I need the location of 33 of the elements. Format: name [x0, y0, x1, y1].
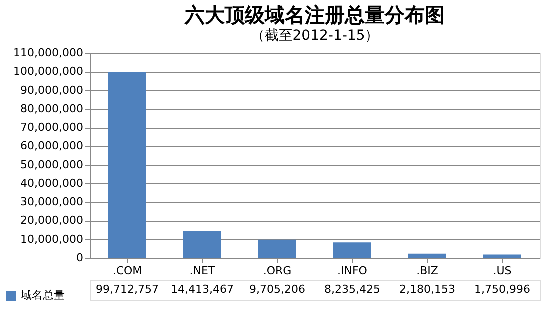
legend-label: 域名总量	[20, 289, 65, 302]
x-tick-label: .BIZ	[416, 264, 439, 278]
x-tick-label: .COM	[112, 264, 142, 278]
y-tick-label: 70,000,000	[20, 121, 84, 134]
data-label: 8,235,425	[324, 283, 380, 296]
chart-subtitle: （截至2012-1-15）	[250, 28, 380, 44]
y-tick-label: 40,000,000	[20, 176, 84, 190]
y-tick-label: 100,000,000	[14, 65, 84, 78]
data-label: 2,180,153	[400, 283, 456, 296]
data-label: 1,750,996	[474, 283, 530, 296]
chart-title: 六大顶级域名注册总量分布图	[184, 3, 445, 27]
y-tick-label: 10,000,000	[20, 232, 84, 246]
y-tick-label: 0	[76, 252, 84, 264]
x-tick-label: .INFO	[338, 264, 368, 278]
data-label: 14,413,467	[171, 283, 234, 296]
x-tick-label: .ORG	[263, 264, 292, 278]
x-tick-label: .US	[493, 264, 512, 278]
y-tick-label: 90,000,000	[20, 84, 84, 97]
y-tick-label: 20,000,000	[20, 214, 84, 228]
bar	[484, 254, 522, 258]
y-tick-label: 80,000,000	[20, 102, 84, 116]
bar	[184, 231, 222, 258]
y-tick-label: 60,000,000	[20, 140, 84, 153]
x-tick-label: .NET	[190, 264, 216, 278]
y-tick-label: 30,000,000	[20, 196, 84, 209]
data-label: 9,705,206	[250, 283, 306, 296]
bar	[258, 240, 296, 258]
bar	[408, 254, 446, 258]
data-label: 99,712,757	[96, 283, 159, 296]
y-tick-label: 50,000,000	[20, 158, 84, 172]
bar	[334, 242, 372, 258]
y-tick-label: 110,000,000	[14, 46, 84, 60]
bar	[108, 72, 146, 258]
